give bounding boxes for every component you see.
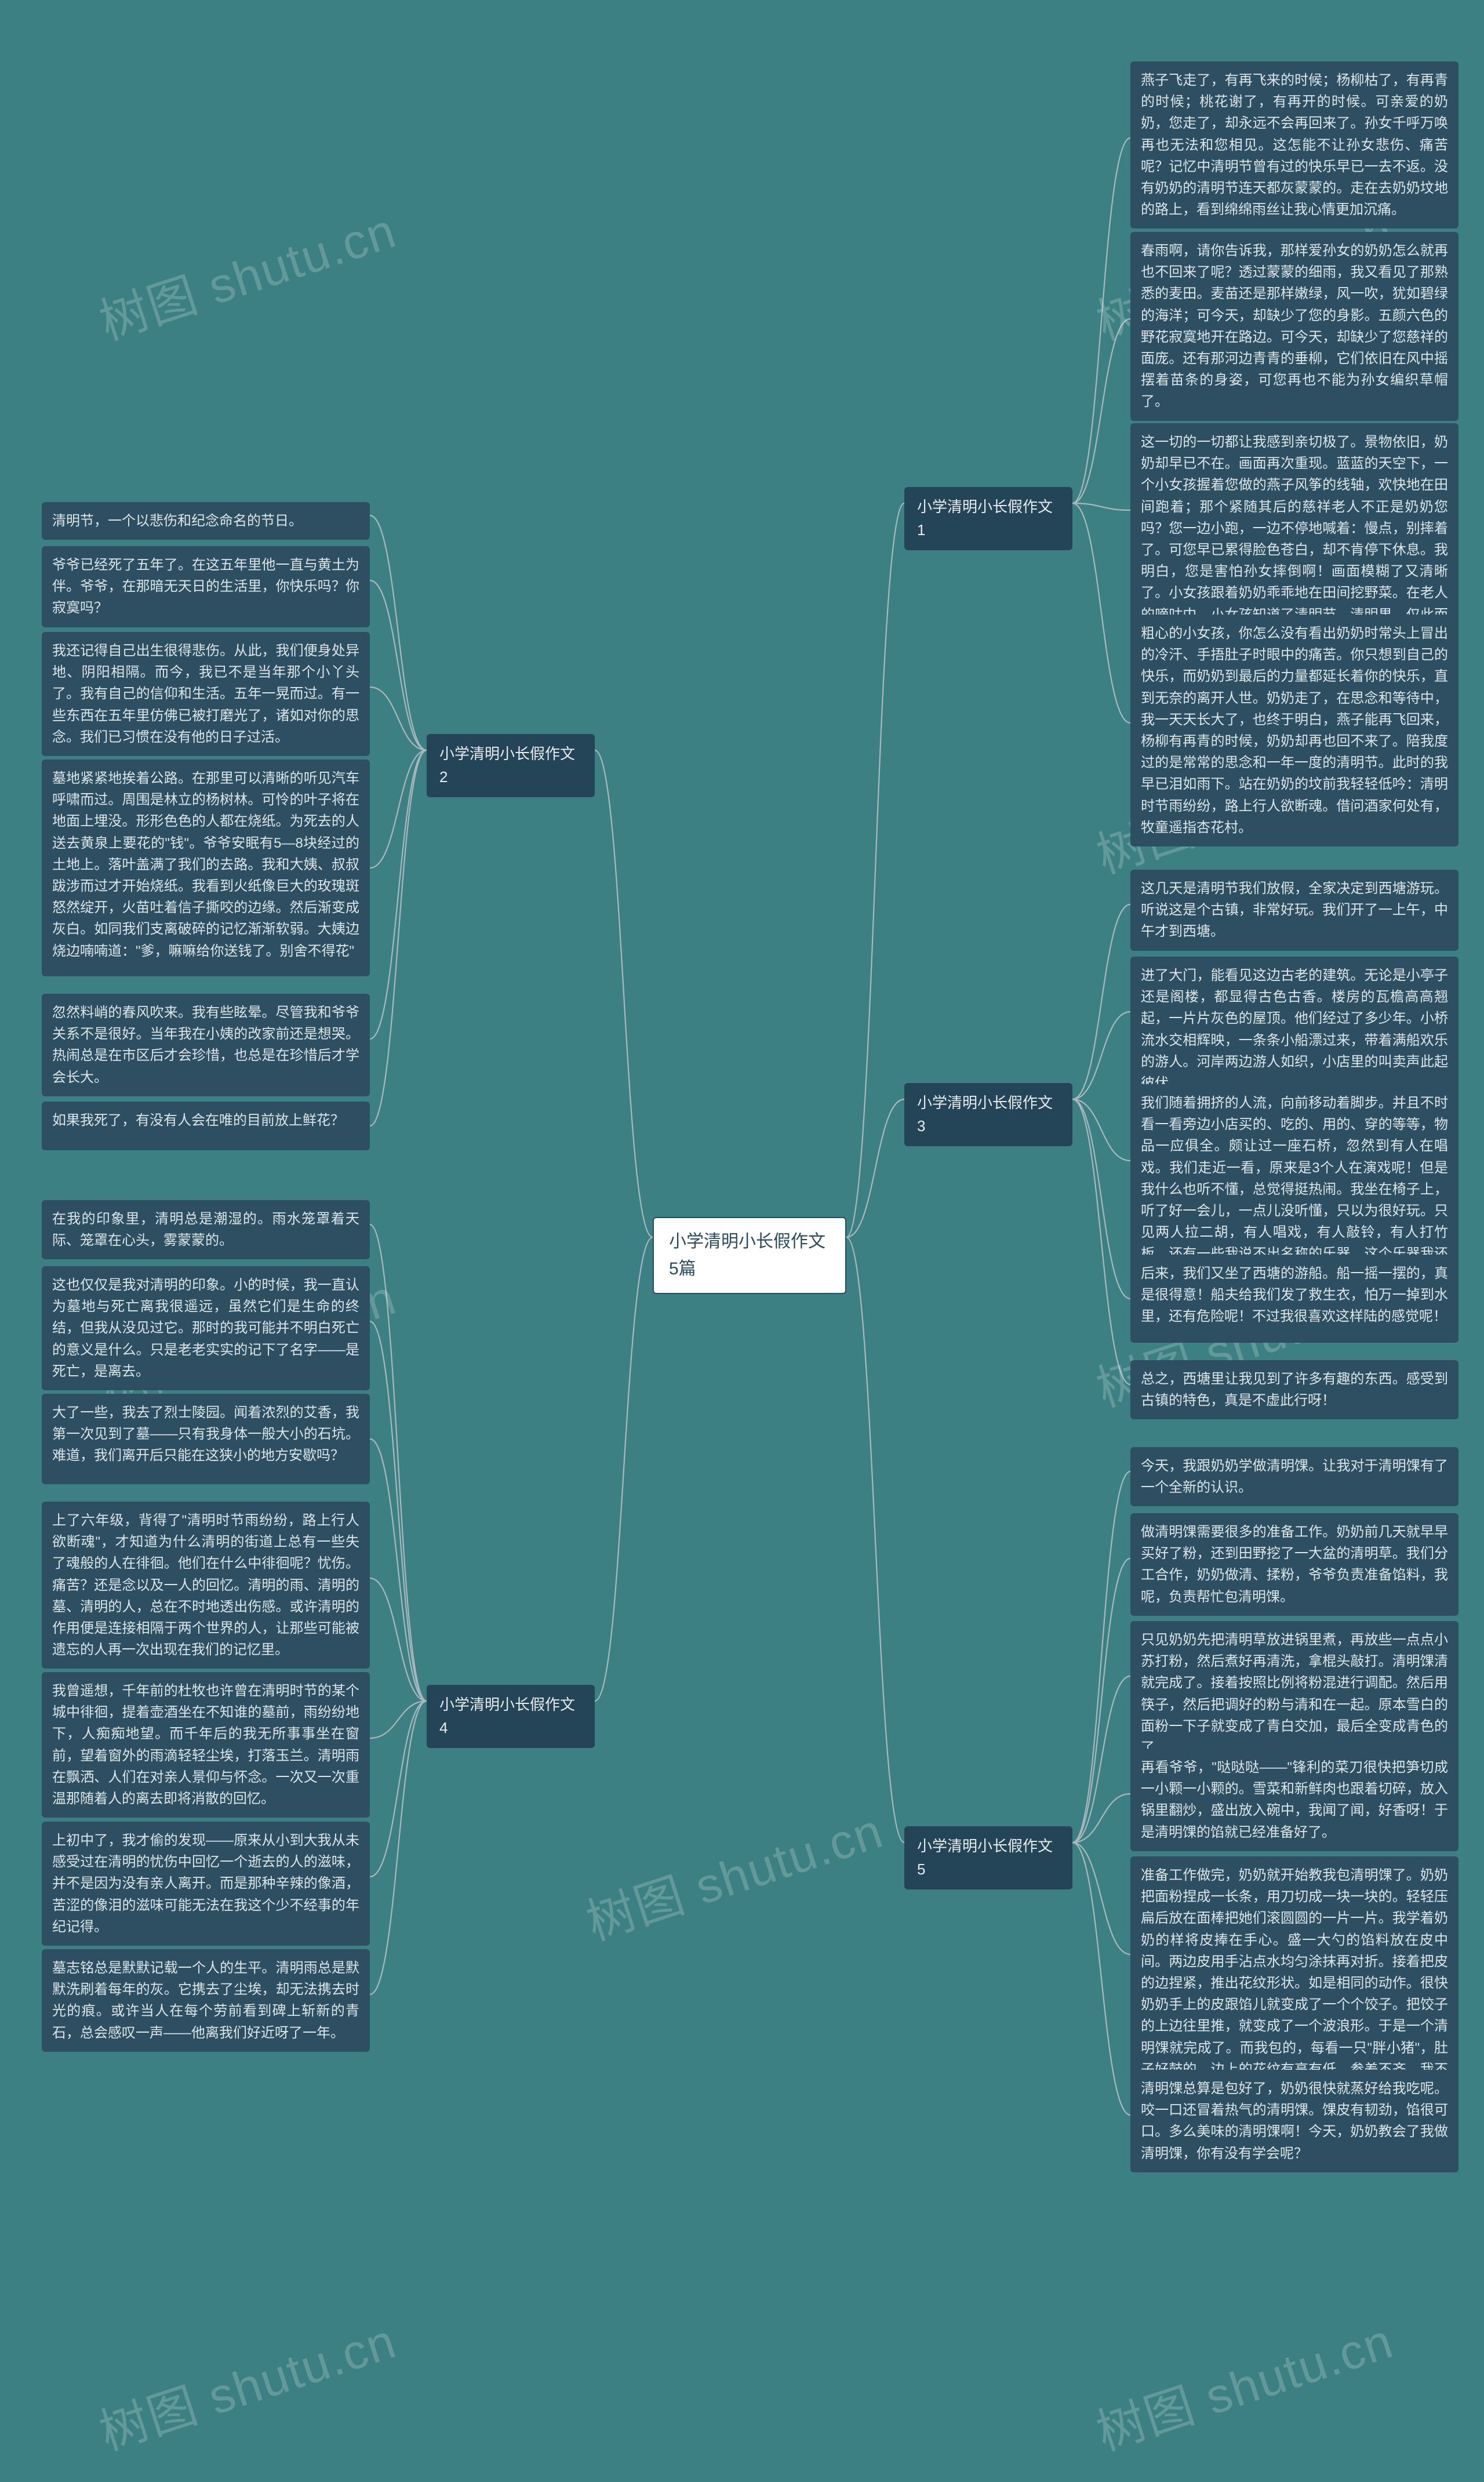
leaf-node-b4-23[interactable]: 大了一些，我去了烈士陵园。闻着浓烈的艾香，我第一次见到了墓——只有我身体一般大小… [42, 1394, 370, 1484]
leaf-node-b4-26[interactable]: 上初中了，我才偷的发现——原来从小到大我从未感受过在清明的忧伤中回忆一个逝去的人… [42, 1822, 370, 1946]
leaf-node-b3-8[interactable]: 总之，西塘里让我见到了许多有趣的东西。感受到古镇的特色，真是不虚此行呀！ [1130, 1360, 1458, 1419]
leaf-node-b3-7[interactable]: 后来，我们又坐了西塘的游船。船一摇一摆的，真是很得意！船夫给我们发了救生衣，怕万… [1130, 1255, 1458, 1343]
watermark: 树图 shutu.cn [576, 1792, 890, 1954]
leaf-node-b4-21[interactable]: 在我的印象里，清明总是潮湿的。雨水笼罩着天际、笼罩在心头，雾蒙蒙的。 [42, 1200, 370, 1259]
branch-node-b5[interactable]: 小学清明小长假作文5 [904, 1826, 1072, 1889]
leaf-node-b2-19[interactable]: 忽然料峭的春风吹来。我有些眩晕。尽管我和爷爷关系不是很好。当年我在小姨的改家前还… [42, 994, 370, 1096]
leaf-node-b5-9[interactable]: 今天，我跟奶奶学做清明馃。让我对于清明馃有了一个全新的认识。 [1130, 1447, 1458, 1506]
branch-node-b4[interactable]: 小学清明小长假作文4 [427, 1685, 595, 1748]
leaf-node-b4-27[interactable]: 墓志铭总是默默记载一个人的生平。清明雨总是默默洗刷着每年的灰。它携去了尘埃，却无… [42, 1949, 370, 2052]
branch-node-b2[interactable]: 小学清明小长假作文2 [427, 734, 595, 797]
leaf-node-b5-12[interactable]: 再看爷爷，"哒哒哒——"锋利的菜刀很快把笋切成一小颗一小颗的。雪菜和新鲜肉也跟着… [1130, 1749, 1458, 1851]
leaf-node-b2-16[interactable]: 爷爷已经死了五年了。在这五年里他一直与黄土为伴。爷爷，在那暗无天日的生活里，你快… [42, 546, 370, 627]
leaf-node-b2-20[interactable]: 如果我死了，有没有人会在唯的目前放上鲜花？ [42, 1102, 370, 1150]
leaf-node-b2-15[interactable]: 清明节，一个以悲伤和纪念命名的节日。 [42, 502, 370, 540]
leaf-node-b3-5[interactable]: 进了大门，能看见这边古老的建筑。无论是小亭子还是阁楼，都显得古色古香。楼房的瓦檐… [1130, 957, 1458, 1102]
leaf-node-b4-24[interactable]: 上了六年级，背得了"清明时节雨纷纷，路上行人欲断魂"，才知道为什么清明的街道上总… [42, 1502, 370, 1669]
watermark: 树图 shutu.cn [89, 192, 403, 354]
leaf-node-b2-18[interactable]: 墓地紧紧地挨着公路。在那里可以清晰的听见汽车呼啸而过。周围是林立的杨树林。可怜的… [42, 760, 370, 976]
watermark: 树图 shutu.cn [89, 2302, 403, 2464]
leaf-node-b5-10[interactable]: 做清明馃需要很多的准备工作。奶奶前几天就早早买好了粉，还到田野挖了一大盆的清明草… [1130, 1513, 1458, 1616]
leaf-node-b2-17[interactable]: 我还记得自己出生很得悲伤。从此，我们便身处异地、阴阳相隔。而今，我已不是当年那个… [42, 632, 370, 756]
leaf-node-b4-22[interactable]: 这也仅仅是我对清明的印象。小的时候，我一直认为墓地与死亡离我很遥远，虽然它们是生… [42, 1266, 370, 1390]
leaf-node-b5-14[interactable]: 清明馃总算是包好了，奶奶很快就蒸好给我吃呢。咬一口还冒着热气的清明馃。馃皮有韧劲… [1130, 2070, 1458, 2172]
root-node[interactable]: 小学清明小长假作文5篇 [653, 1217, 846, 1294]
leaf-node-b5-11[interactable]: 只见奶奶先把清明草放进锅里煮，再放些一点点小苏打粉，然后煮好再清洗，拿棍头敲打。… [1130, 1621, 1458, 1767]
leaf-node-b1-3[interactable]: 粗心的小女孩，你怎么没有看出奶奶时常头上冒出的冷汗、手捂肚子时眼中的痛苦。你只想… [1130, 615, 1458, 846]
watermark: 树图 shutu.cn [1086, 2302, 1401, 2464]
leaf-node-b1-0[interactable]: 燕子飞走了，有再飞来的时候；杨柳枯了，有再青的时候；桃花谢了，有再开的时候。可亲… [1130, 61, 1458, 228]
leaf-node-b1-1[interactable]: 春雨啊，请你告诉我，那样爱孙女的奶奶怎么就再也不回来了呢？透过蒙蒙的细雨，我又看… [1130, 232, 1458, 421]
branch-node-b3[interactable]: 小学清明小长假作文3 [904, 1083, 1072, 1146]
leaf-node-b4-25[interactable]: 我曾遥想，千年前的杜牧也许曾在清明时节的某个城中徘徊，提着壶酒坐在不知谁的墓前，… [42, 1672, 370, 1818]
leaf-node-b3-4[interactable]: 这几天是清明节我们放假，全家决定到西塘游玩。听说这是个古镇，非常好玩。我们开了一… [1130, 870, 1458, 951]
mindmap-canvas: 树图 shutu.cn 树图 shutu.cn 树图 shutu.cn 树图 shut… [0, 0, 1484, 2482]
branch-node-b1[interactable]: 小学清明小长假作文1 [904, 487, 1072, 550]
